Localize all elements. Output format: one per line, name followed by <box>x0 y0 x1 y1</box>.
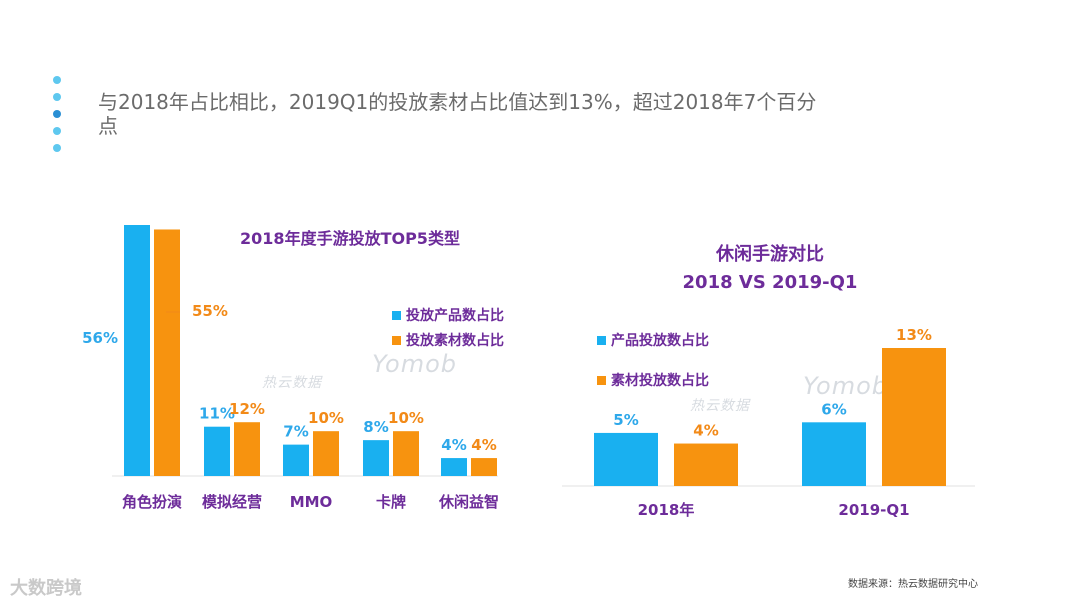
bar-orange <box>313 431 339 476</box>
bar-orange <box>393 431 419 476</box>
bar-orange <box>674 443 738 486</box>
data-label: 10% <box>308 409 344 427</box>
left-legend-blue: 投放产品数占比 <box>392 305 504 325</box>
right-legend-blue: 产品投放数占比 <box>597 330 709 350</box>
bar-blue <box>283 444 309 476</box>
category-label: 2018年 <box>638 501 695 519</box>
legend-label: 产品投放数占比 <box>611 333 709 349</box>
category-label: MMO <box>290 493 333 511</box>
right-chart-title: 休闲手游对比 <box>716 244 824 265</box>
watermark: Yomob <box>372 350 458 378</box>
legend-label: 投放产品数占比 <box>406 308 504 324</box>
headline: 与2018年占比相比，2019Q1的投放素材占比值达到13%，超过2018年7个… <box>98 90 817 138</box>
watermark: Yomob <box>803 372 889 400</box>
bar-orange <box>154 229 180 476</box>
legend-swatch-orange <box>597 375 606 385</box>
bullet-dot <box>53 127 61 135</box>
bullet-dot <box>53 110 61 118</box>
bar-blue <box>124 225 150 476</box>
right-legend-orange: 素材投放数占比 <box>597 370 709 390</box>
brand-logo: 大数跨境 <box>10 578 82 599</box>
bar-blue <box>204 426 230 476</box>
bar-blue <box>594 432 658 486</box>
bullet-dot <box>53 76 61 84</box>
category-label: 模拟经营 <box>202 493 262 511</box>
data-label: 11% <box>199 405 235 423</box>
bar-orange <box>882 348 946 486</box>
data-label: 4% <box>441 436 466 454</box>
legend-label: 素材投放数占比 <box>611 373 709 389</box>
left-legend-orange: 投放素材数占比 <box>392 330 504 350</box>
data-label: 10% <box>388 409 424 427</box>
source-note: 数据来源：热云数据研究中心 <box>848 579 978 590</box>
data-label: 4% <box>693 422 718 440</box>
bar-orange <box>234 422 260 476</box>
category-label: 卡牌 <box>376 493 406 511</box>
bullet-dots <box>53 76 63 161</box>
legend-swatch-blue <box>597 335 606 345</box>
right-chart-subtitle: 2018 VS 2019-Q1 <box>682 272 858 293</box>
data-label: 7% <box>283 423 308 441</box>
data-label: 6% <box>821 400 846 418</box>
data-label: 8% <box>363 418 388 436</box>
watermark: 热云数据 <box>262 375 322 391</box>
left-chart-title: 2018年度手游投放TOP5类型 <box>240 229 460 248</box>
category-label: 角色扮演 <box>122 493 182 511</box>
data-label: 13% <box>896 326 932 344</box>
bar-blue <box>441 458 467 476</box>
legend-swatch-blue <box>392 310 401 320</box>
data-label: 4% <box>471 436 496 454</box>
bullet-dot <box>53 93 61 101</box>
bar-blue <box>363 440 389 476</box>
legend-label: 投放素材数占比 <box>406 333 504 349</box>
data-label: 55% <box>192 302 228 320</box>
data-label: 5% <box>613 411 638 429</box>
data-label: 56% <box>82 329 118 347</box>
category-label: 休闲益智 <box>438 493 499 511</box>
legend-swatch-orange <box>392 335 401 345</box>
bar-blue <box>802 422 866 486</box>
category-label: 2019-Q1 <box>838 501 909 519</box>
bullet-dot <box>53 144 61 152</box>
watermark: 热云数据 <box>690 398 750 414</box>
data-label: 12% <box>229 400 265 418</box>
bar-orange <box>471 458 497 476</box>
